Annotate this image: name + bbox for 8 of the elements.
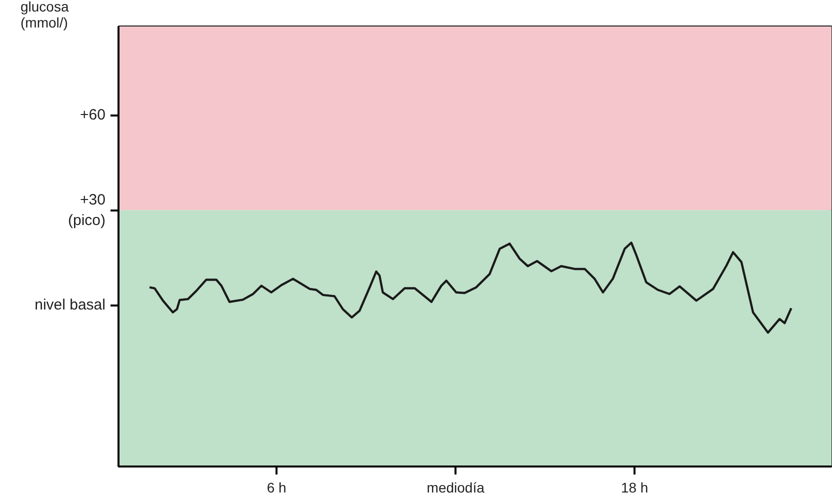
x-tick-label: mediodía [426, 480, 485, 496]
y-tick-label: nivel basal [34, 296, 106, 314]
y-tick-label: +60 [80, 106, 106, 124]
y-axis-title: glucosa (mmol/) [20, 0, 69, 30]
line-series [148, 242, 792, 334]
x-tick-label: 6 h [266, 480, 286, 496]
y-tick-label: +30 (pico) [68, 191, 106, 229]
x-tick-label: 18 h [620, 480, 648, 496]
